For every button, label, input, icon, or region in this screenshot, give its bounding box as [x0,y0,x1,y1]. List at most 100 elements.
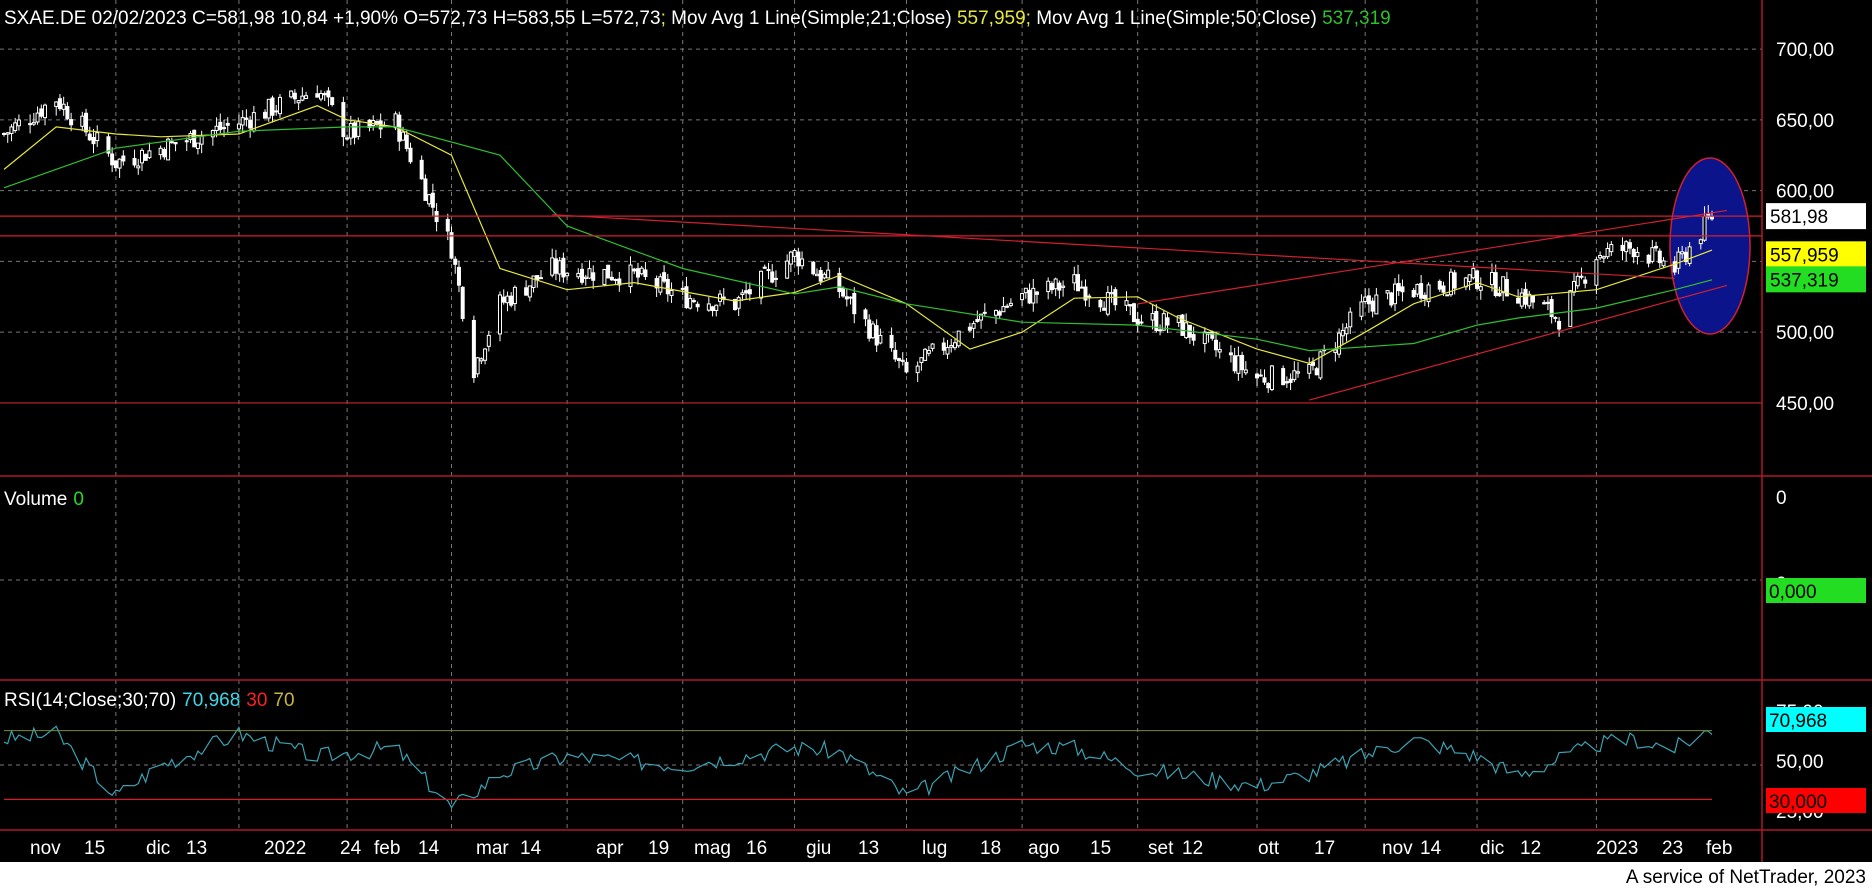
candle-body [1098,299,1103,308]
candle-body [1076,274,1081,292]
time-axis-label: 14 [1420,838,1442,859]
candle-body [535,275,540,281]
candle-body [643,269,648,277]
rsi-high-level: 70 [273,690,294,711]
time-axis-label: nov [30,838,61,859]
candle-body [1217,349,1222,353]
candle-body [1333,349,1338,353]
candle-body [222,127,227,130]
candle-body [31,121,36,125]
candle-body [654,278,659,289]
candle-body [1348,311,1353,328]
time-axis-label: 2023 [1596,838,1638,859]
candle-body [1452,272,1457,289]
highlight-ellipse [1669,157,1751,335]
price-axis-label: 450,00 [1776,394,1834,415]
candle-body [557,260,562,275]
candle-body [889,334,894,349]
rsi-low-level: 30 [246,690,267,711]
candle-body [199,135,204,145]
candle-body [1035,291,1040,295]
time-axis-label: 17 [1314,838,1335,859]
candle-body [430,192,435,208]
candle-body [1307,363,1312,374]
candle-body [1165,317,1170,326]
candle-body [1385,290,1390,294]
candle-body [1023,287,1028,294]
candle-body [1296,371,1301,374]
candle-body [236,123,241,130]
time-axis-label: dic [146,838,170,859]
ma50-line [3,126,1713,352]
candle-body [184,140,189,143]
candle-body [1627,242,1632,249]
candle-body [628,264,633,288]
panel-separators [0,0,1872,862]
candle-body [509,295,514,306]
candle-body [744,290,749,294]
candle-body [1527,293,1532,307]
time-axis-label: 19 [648,838,669,859]
candle-body [1005,305,1010,308]
time-axis-label: 14 [418,838,440,859]
candle-body [1359,301,1364,317]
candle-body [39,108,44,117]
candle-body [1020,293,1025,301]
candle-body [1001,306,1006,313]
candle-body [874,325,879,346]
candle-body [945,347,950,355]
time-axis-label: giu [806,838,831,859]
candle-body [121,155,126,162]
candle-body [1318,351,1323,379]
candle-body [1128,304,1133,307]
candle-body [848,296,853,299]
candle-body [348,123,353,139]
candle-body [1493,272,1498,297]
price-axis-label: 650,00 [1776,111,1834,132]
candle-body [587,268,592,279]
candle-body [501,296,506,303]
footer-credit: A service of NetTrader, 2023 [1626,867,1866,888]
candle-body [1150,313,1155,321]
header-separator: ; [661,8,666,29]
candle-body [408,147,413,163]
time-axis-label: 13 [186,838,207,859]
candle-body [1415,284,1420,295]
candle-body [762,266,767,269]
time-axis-label: 18 [980,838,1001,859]
candle-body [993,309,998,316]
candle-body [263,111,268,119]
candle-body [1310,361,1315,366]
candle-body [1031,287,1036,304]
candle-body [785,260,790,279]
candle-body [870,323,875,339]
candle-body [822,273,827,279]
candle-body [967,326,972,331]
candle-body [419,159,424,180]
candle-body [61,103,66,110]
candle-body [1631,248,1636,258]
candle-body [1497,292,1502,297]
candle-body [1620,244,1625,251]
candle-body [1072,274,1077,284]
candle-body [747,289,752,295]
candle-body [1232,355,1237,372]
candle-body [1683,251,1688,262]
candle-body [539,277,544,280]
time-axis-label: mar [476,838,509,859]
candle-body [173,141,178,145]
candle-body [863,309,868,320]
candle-body [1542,302,1547,305]
candle-body [1370,300,1375,312]
candle-body [1501,276,1506,294]
candle-body [1053,278,1058,290]
candle-body [613,279,618,282]
candle-body [971,323,976,329]
candle-body [956,330,961,347]
candle-body [941,342,946,351]
candle-body [1624,241,1629,253]
time-axis-label: 15 [84,838,105,859]
time-axis-label: 16 [746,838,767,859]
time-axis-label: 14 [520,838,542,859]
descending-trendline [552,214,1675,279]
